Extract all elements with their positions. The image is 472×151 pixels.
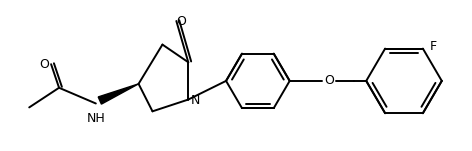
Text: NH: NH [86, 112, 105, 125]
Text: O: O [325, 74, 334, 87]
Text: O: O [177, 14, 186, 27]
Polygon shape [98, 84, 139, 104]
Text: F: F [429, 40, 437, 53]
Text: N: N [191, 94, 200, 107]
Text: O: O [39, 58, 49, 71]
